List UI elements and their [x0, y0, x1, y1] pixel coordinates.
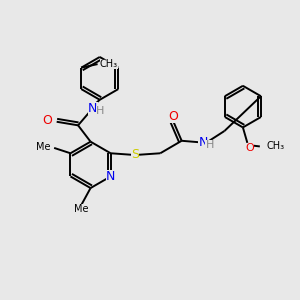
Text: Me: Me	[36, 142, 51, 152]
Text: CH₃: CH₃	[100, 58, 118, 68]
Text: N: N	[106, 170, 115, 183]
Text: CH₃: CH₃	[266, 141, 284, 151]
Text: N: N	[198, 136, 208, 149]
Text: Me: Me	[74, 204, 89, 214]
Text: H: H	[96, 106, 104, 116]
Text: O: O	[245, 143, 254, 153]
Text: N: N	[88, 102, 98, 115]
Text: O: O	[168, 110, 178, 123]
Text: H: H	[206, 140, 214, 150]
Text: S: S	[131, 148, 139, 161]
Text: O: O	[42, 114, 52, 128]
